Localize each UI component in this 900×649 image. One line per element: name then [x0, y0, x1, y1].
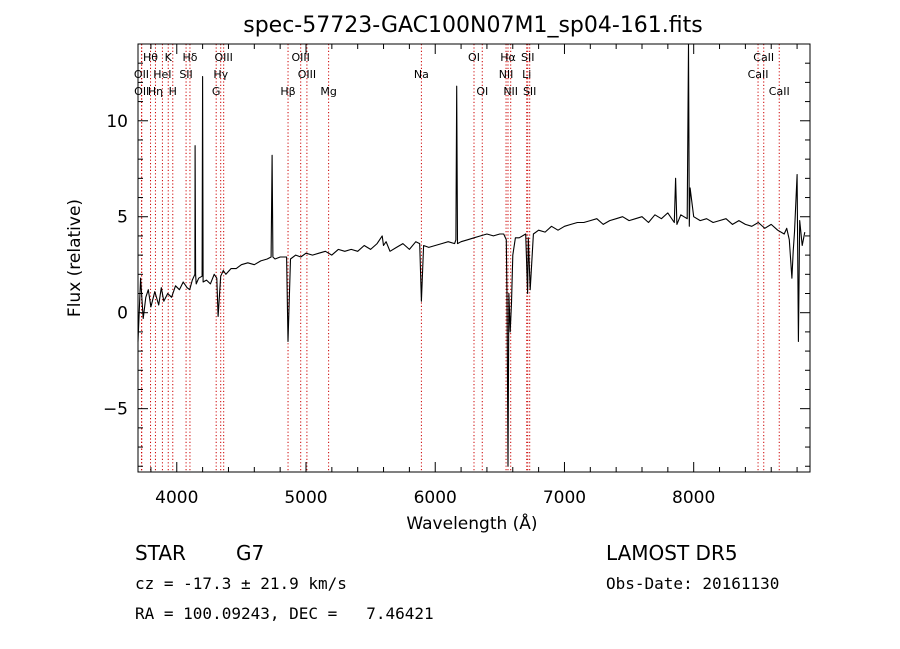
y-tick-label-3: 10	[106, 112, 128, 132]
spectral-line-label-14: Na	[414, 68, 429, 81]
object-class: STAR	[135, 541, 186, 565]
spectral-line-label-4: OIII	[292, 51, 310, 64]
spectral-line-label-23: Mg	[320, 85, 336, 98]
spectral-line-label-1: K	[165, 51, 173, 64]
spectral-line-label-27: CaII	[769, 85, 790, 98]
spectral-line-label-22: Hβ	[280, 85, 295, 98]
spectral-line-label-24: OI	[476, 85, 488, 98]
x-axis-label: Wavelength (Å)	[406, 512, 537, 534]
observation-date: Obs-Date: 20161130	[606, 574, 780, 593]
spectral-line-label-12: Hγ	[213, 68, 228, 81]
survey-name: LAMOST DR5	[606, 541, 738, 565]
spectral-line-label-9: OII	[134, 68, 149, 81]
y-axis-label: Flux (relative)	[65, 199, 85, 317]
spectral-line-markers	[140, 44, 780, 472]
chart-title: spec-57723-GAC100N07M1_sp04-161.fits	[243, 13, 703, 38]
object-subclass: G7	[236, 541, 265, 565]
spectral-line-label-8: CaII	[753, 51, 774, 64]
plot-frame	[137, 43, 811, 473]
y-tick-label-0: −5	[103, 400, 128, 420]
y-tick-label-1: 0	[117, 304, 128, 324]
spectral-line-label-26: SII	[523, 85, 536, 98]
x-tick-label-2: 6000	[414, 488, 457, 508]
spectral-line-label-21: G	[212, 85, 221, 98]
x-tick-label-3: 7000	[543, 488, 586, 508]
spectral-line-label-20: H	[169, 85, 177, 98]
spectral-line-label-17: CaII	[748, 68, 769, 81]
spectral-line-label-3: OIII	[214, 51, 232, 64]
spectral-line-label-13: OIII	[298, 68, 316, 81]
spectral-line-label-0: Hθ	[143, 51, 158, 64]
spectral-line-label-25: NII	[503, 85, 518, 98]
spectral-line-label-6: Hα	[500, 51, 516, 64]
x-tick-label-4: 8000	[672, 488, 715, 508]
spectral-line-label-15: NII	[499, 68, 514, 81]
y-tick-label-2: 5	[117, 208, 128, 228]
y-axis: −5 0 5 10	[103, 43, 810, 467]
sky-coordinates: RA = 100.09243, DEC = 7.46421	[135, 604, 434, 623]
redshift-velocity: cz = -17.3 ± 21.9 km/s	[135, 574, 347, 593]
spectral-line-label-16: Li	[522, 68, 531, 81]
x-tick-label-0: 4000	[155, 488, 198, 508]
spectral-line-labels: Hθ K Hδ OIII OIII OI Hα SII CaII OII HeI SII Hγ OIII N…	[134, 51, 790, 98]
x-tick-label-1: 5000	[284, 488, 327, 508]
spectral-line-label-2: Hδ	[182, 51, 197, 64]
spectral-line-label-5: OI	[468, 51, 480, 64]
spectral-line-label-7: SII	[521, 51, 534, 64]
spectral-line-label-10: HeI	[153, 68, 171, 81]
spectrum-series-line	[137, 43, 806, 467]
spectral-line-label-19: Hη	[148, 85, 163, 98]
x-axis: 4000 5000 6000 7000 8000	[150, 44, 798, 508]
spectral-line-label-11: SII	[179, 68, 192, 81]
